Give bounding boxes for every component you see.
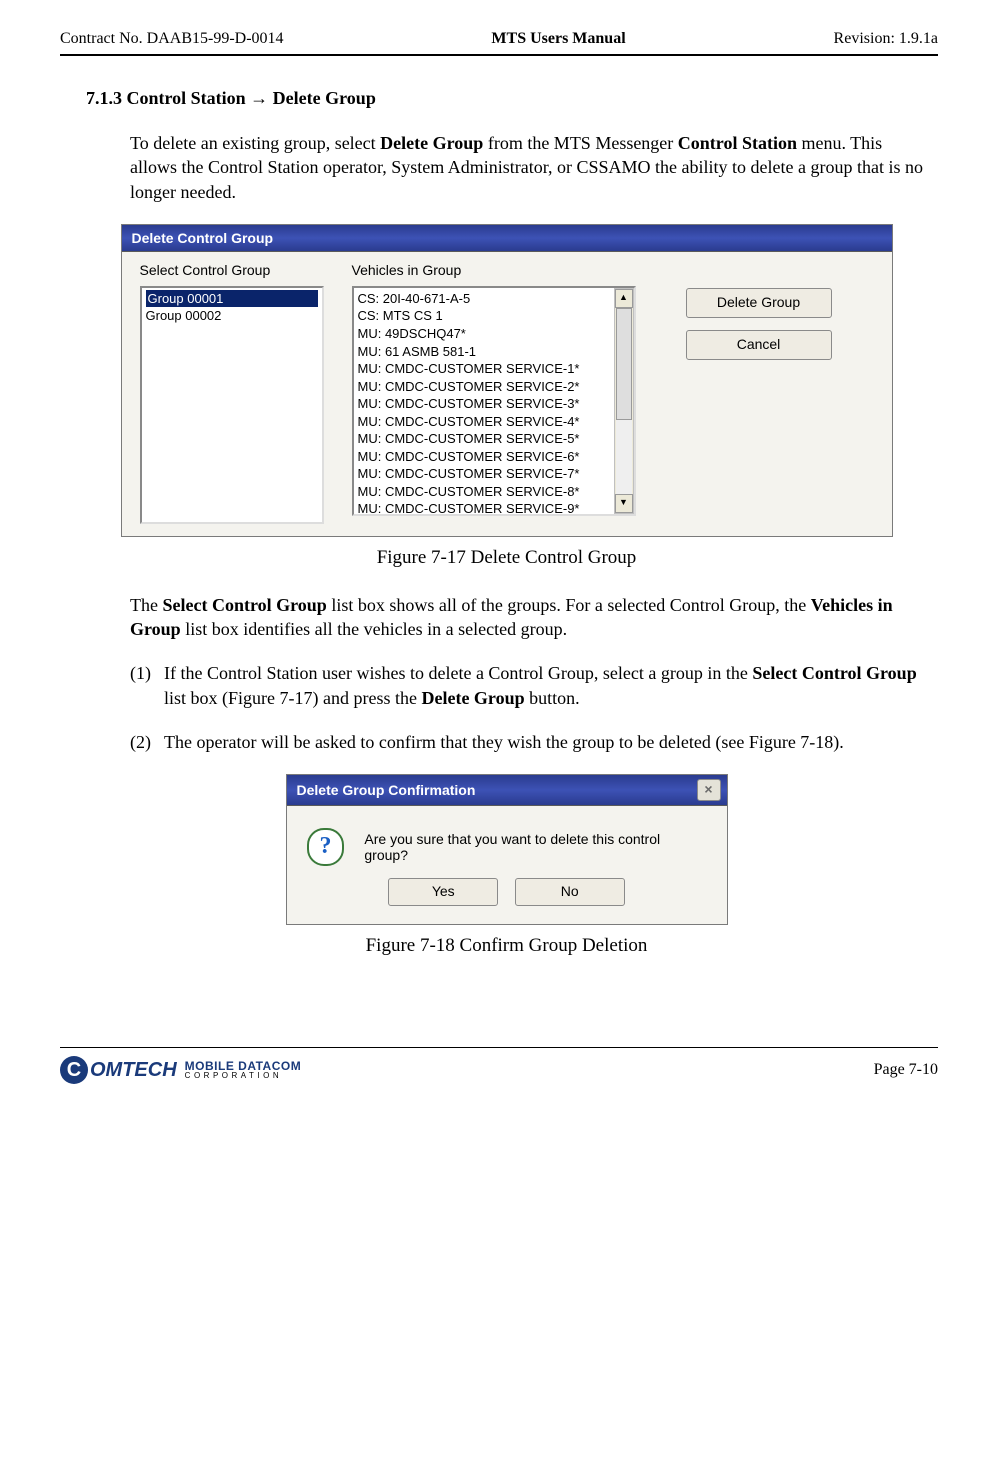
header-rule <box>60 54 938 56</box>
intro-bold-2: Control Station <box>678 133 797 153</box>
s1-bold-2: Delete Group <box>421 688 524 708</box>
step-2-num: (2) <box>130 730 164 754</box>
list-item[interactable]: MU: CMDC-CUSTOMER SERVICE-2* <box>358 378 612 396</box>
close-icon[interactable]: × <box>697 779 721 801</box>
scroll-track[interactable] <box>616 308 632 494</box>
scrollbar[interactable]: ▲ ▼ <box>614 288 634 514</box>
header-center: MTS Users Manual <box>491 30 625 48</box>
list-item[interactable]: MU: 61 ASMB 581-1 <box>358 343 612 361</box>
yes-button[interactable]: Yes <box>388 878 498 906</box>
logo-corporation: CORPORATION <box>185 1072 302 1080</box>
figure-7-18-caption: Figure 7-18 Confirm Group Deletion <box>115 935 898 957</box>
list-item[interactable]: MU: CMDC-CUSTOMER SERVICE-1* <box>358 360 612 378</box>
comtech-logo: C OMTECH MOBILE DATACOM CORPORATION <box>60 1056 301 1084</box>
page-number: Page 7-10 <box>874 1061 938 1079</box>
figure-7-18-wrap: Delete Group Confirmation × ? Are you su… <box>115 774 898 957</box>
logo-c-icon: C <box>60 1056 88 1084</box>
list-item[interactable]: Group 00002 <box>146 308 222 323</box>
delete-group-confirmation-dialog: Delete Group Confirmation × ? Are you su… <box>286 774 728 925</box>
p2-text-1: The <box>130 595 162 615</box>
delete-control-group-dialog: Delete Control Group Select Control Grou… <box>121 224 893 537</box>
confirm-body: ? Are you sure that you want to delete t… <box>287 806 727 878</box>
control-group-listbox[interactable]: Group 00001 Group 00002 <box>140 286 324 524</box>
s1-text-1: If the Control Station user wishes to de… <box>164 663 752 683</box>
list-item[interactable]: MU: CMDC-CUSTOMER SERVICE-9* <box>358 500 612 515</box>
header-left: Contract No. DAAB15-99-D-0014 <box>60 30 284 48</box>
vehicles-listbox[interactable]: CS: 20I-40-671-A-5 CS: MTS CS 1 MU: 49DS… <box>352 286 636 516</box>
header-right: Revision: 1.9.1a <box>834 30 938 48</box>
s1-text-2: list box (Figure 7-17) and press the <box>164 688 421 708</box>
list-item[interactable]: CS: MTS CS 1 <box>358 307 612 325</box>
step-1-text: If the Control Station user wishes to de… <box>164 661 928 710</box>
list-item[interactable]: MU: CMDC-CUSTOMER SERVICE-4* <box>358 413 612 431</box>
scroll-up-button[interactable]: ▲ <box>615 289 633 308</box>
confirm-buttons: Yes No <box>287 878 727 924</box>
section-title: 7.1.3 Control Station → Delete Group <box>86 88 938 109</box>
delete-group-button[interactable]: Delete Group <box>686 288 832 318</box>
list-item[interactable]: Group 00001 <box>146 290 318 308</box>
p2-bold-1: Select Control Group <box>162 595 326 615</box>
intro-text-1: To delete an existing group, select <box>130 133 380 153</box>
intro-text-2: from the MTS Messenger <box>483 133 677 153</box>
p2-text-2: list box shows all of the groups. For a … <box>327 595 811 615</box>
step-2-text: The operator will be asked to confirm th… <box>164 730 844 754</box>
vehicles-in-group-label: Vehicles in Group <box>352 262 636 278</box>
dialog-buttons: Delete Group Cancel <box>686 288 832 524</box>
confirm-titlebar: Delete Group Confirmation × <box>287 775 727 806</box>
s1-text-3: button. <box>525 688 580 708</box>
dialog-body: Select Control Group Group 00001 Group 0… <box>122 252 892 536</box>
no-button[interactable]: No <box>515 878 625 906</box>
intro-paragraph: To delete an existing group, select Dele… <box>130 131 928 204</box>
question-icon: ? <box>307 828 345 866</box>
figure-7-17-caption: Figure 7-17 Delete Control Group <box>115 547 898 569</box>
confirm-message: Are you sure that you want to delete thi… <box>364 831 706 863</box>
figure-7-17-wrap: Delete Control Group Select Control Grou… <box>115 224 898 569</box>
scroll-down-button[interactable]: ▼ <box>615 494 633 513</box>
list-item[interactable]: MU: CMDC-CUSTOMER SERVICE-6* <box>358 448 612 466</box>
logo-stack: MOBILE DATACOM CORPORATION <box>185 1060 302 1080</box>
paragraph-2: The Select Control Group list box shows … <box>130 593 928 642</box>
footer-rule <box>60 1047 938 1048</box>
list-item[interactable]: MU: CMDC-CUSTOMER SERVICE-5* <box>358 430 612 448</box>
list-item[interactable]: MU: CMDC-CUSTOMER SERVICE-8* <box>358 483 612 501</box>
logo-omtech-text: OMTECH <box>90 1059 177 1082</box>
vehicles-listbox-wrap: CS: 20I-40-671-A-5 CS: MTS CS 1 MU: 49DS… <box>352 286 636 516</box>
list-item[interactable]: MU: 49DSCHQ47* <box>358 325 612 343</box>
p2-text-3: list box identifies all the vehicles in … <box>181 619 567 639</box>
list-item[interactable]: MU: CMDC-CUSTOMER SERVICE-7* <box>358 465 612 483</box>
intro-bold-1: Delete Group <box>380 133 483 153</box>
vehicles-column: Vehicles in Group CS: 20I-40-671-A-5 CS:… <box>352 262 636 524</box>
footer-row: C OMTECH MOBILE DATACOM CORPORATION Page… <box>60 1056 938 1094</box>
page-header: Contract No. DAAB15-99-D-0014 MTS Users … <box>60 30 938 48</box>
confirm-title: Delete Group Confirmation <box>297 782 476 798</box>
groups-column: Select Control Group Group 00001 Group 0… <box>140 262 324 524</box>
select-control-group-label: Select Control Group <box>140 262 324 278</box>
list-item[interactable]: MU: CMDC-CUSTOMER SERVICE-3* <box>358 395 612 413</box>
step-2: (2) The operator will be asked to confir… <box>130 730 928 754</box>
step-1-num: (1) <box>130 661 164 710</box>
scroll-thumb[interactable] <box>616 308 632 420</box>
step-1: (1) If the Control Station user wishes t… <box>130 661 928 710</box>
cancel-button[interactable]: Cancel <box>686 330 832 360</box>
dialog-titlebar: Delete Control Group <box>122 225 892 252</box>
list-item[interactable]: CS: 20I-40-671-A-5 <box>358 290 612 308</box>
s1-bold-1: Select Control Group <box>752 663 916 683</box>
